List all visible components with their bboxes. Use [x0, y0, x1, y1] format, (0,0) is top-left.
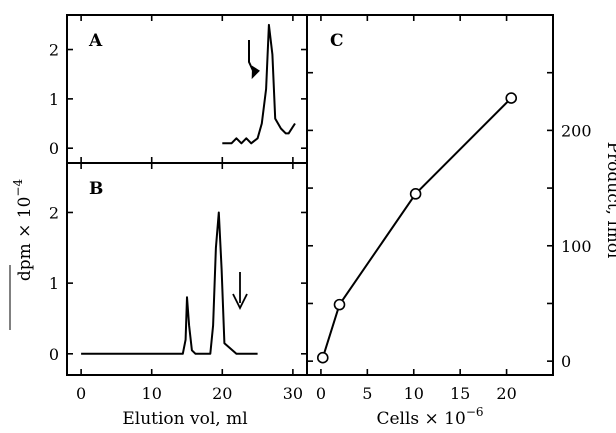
panel-b-x-tick-label: 30 [283, 384, 303, 403]
panel-b-x-tick-label: 0 [76, 384, 86, 403]
panel-c-letter: C [330, 31, 344, 51]
panel-c-frame [306, 14, 554, 376]
panel-b-y-tick-label: 0 [49, 345, 59, 364]
panel-c-data-point [505, 92, 518, 104]
panel-c-data-point [316, 351, 329, 364]
panel-a-y-tick-label: 1 [49, 90, 59, 109]
panel-a-series-line [222, 23, 296, 145]
panel-a-arrow [248, 40, 260, 80]
panel-c-y-tick-label: 100 [561, 237, 592, 256]
axis-ticks [67, 15, 553, 375]
panel-b-y-tick-label: 2 [49, 203, 59, 222]
panel-b-x-tick-label: 20 [212, 384, 232, 403]
panel-c-series-line [321, 97, 512, 359]
panel-b-y-tick-label: 1 [49, 274, 59, 293]
left-x-axis-title: Elution vol, ml [122, 409, 247, 429]
right-x-axis-title: Cells × 10−6 [376, 405, 483, 429]
panel-a-y-tick-label: 0 [49, 139, 59, 158]
panel-c-x-tick-label: 0 [316, 384, 326, 403]
panel-b-series-line [81, 211, 258, 355]
panel-c-x-tick-label: 15 [450, 384, 470, 403]
panel-c-y-tick-label: 0 [561, 352, 571, 371]
panel-b-x-tick-label: 10 [142, 384, 162, 403]
panel-c-data-point [333, 298, 346, 311]
panel-b-arrow [232, 272, 248, 311]
panel-c-x-tick-label: 10 [404, 384, 424, 403]
left-y-axis-title: dpm × 10−4 [11, 179, 35, 282]
panel-c-data-point [409, 188, 422, 200]
panel-b-letter: B [89, 179, 103, 199]
panel-c-x-tick-label: 5 [362, 384, 372, 403]
panel-a-letter: A [88, 31, 103, 51]
panel-c-y-tick-label: 200 [561, 121, 592, 140]
panel-a-y-tick-label: 2 [49, 41, 59, 60]
series-layer [81, 23, 518, 364]
right-y-axis-title: Product, fmol [603, 142, 616, 259]
panel-c-x-tick-label: 20 [496, 384, 516, 403]
